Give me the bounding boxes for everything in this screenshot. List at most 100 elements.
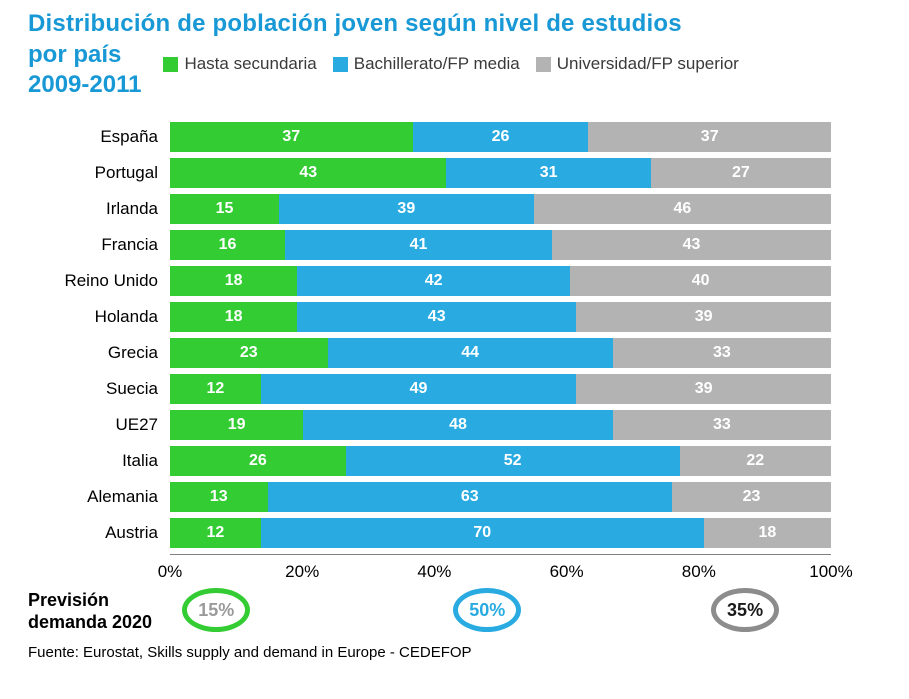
bar-segment-series1: 41	[285, 230, 552, 260]
bar-value-label: 31	[539, 164, 558, 181]
country-label: Holanda	[94, 307, 158, 326]
chart-row: Austria 12 70 18	[28, 518, 831, 548]
bar-segment-series1: 31	[446, 158, 651, 188]
bar-segment-series1: 70	[260, 518, 704, 548]
bar-segment-series0: 26	[170, 446, 346, 476]
country-label: España	[100, 127, 158, 146]
bar-segment-series0: 12	[170, 518, 261, 548]
bar-area: 12 49 39	[170, 374, 831, 404]
bar-area: 13 63 23	[170, 482, 831, 512]
x-axis-row: 0% 20% 40% 60% 80% 100%	[28, 554, 853, 584]
bar-value-label: 23	[239, 344, 258, 361]
bar-value-label: 26	[248, 452, 267, 469]
bar-segment-series1: 43	[297, 302, 577, 332]
bar-value-label: 49	[409, 380, 428, 397]
bar-segment-series2: 46	[533, 194, 831, 224]
country-label: Alemania	[87, 487, 158, 506]
x-tick-label: 60%	[549, 562, 584, 581]
forecast-circle-1: 50%	[453, 588, 522, 632]
chart-title: Distribución de población joven según ni…	[28, 10, 682, 37]
country-label: UE27	[115, 415, 158, 434]
legend-swatch-icon	[163, 56, 179, 72]
bar-segment-series0: 19	[170, 410, 304, 440]
bar-segment-series2: 39	[576, 302, 831, 332]
bar-value-label: 48	[449, 416, 467, 433]
bar-segment-series1: 42	[297, 266, 571, 296]
bar-area: 19 48 33	[170, 410, 832, 440]
bar-area: 18 42 40	[170, 266, 832, 296]
chart-row: Francia 16 41 43	[28, 230, 831, 260]
chart-row: UE27 19 48 33	[28, 410, 832, 440]
bar-value-label: 22	[746, 452, 765, 469]
country-label: Grecia	[107, 343, 158, 362]
bar-value-label: 18	[224, 308, 243, 325]
bar-segment-series0: 16	[170, 230, 286, 260]
bar-segment-series2: 39	[576, 374, 831, 404]
stacked-bar-chart: España 37 26 37 Portugal 43 31 27 Irlanda 15 39 46 F…	[28, 122, 832, 548]
bar-value-label: 44	[461, 344, 480, 361]
bar-value-label: 37	[282, 128, 301, 145]
country-label: Suecia	[106, 379, 158, 398]
bar-segment-series2: 40	[570, 266, 832, 296]
chart-row: Grecia 23 44 33	[28, 338, 831, 368]
bar-segment-series0: 43	[170, 158, 447, 188]
x-tick-label: 100%	[809, 562, 853, 581]
country-label: Francia	[101, 235, 158, 254]
bar-area: 26 52 22	[170, 446, 831, 476]
bar-value-label: 26	[491, 128, 510, 145]
bar-segment-series2: 33	[612, 410, 832, 440]
bar-segment-series0: 12	[170, 374, 261, 404]
forecast-row: Previsión demanda 2020 15% 50% 35%	[28, 586, 831, 636]
bar-area: 16 41 43	[170, 230, 831, 260]
chart-subtitle-block: por país 2009-2011	[28, 40, 141, 100]
forecast-circles: 15% 50% 35%	[170, 586, 831, 636]
bar-value-label: 15	[215, 200, 234, 217]
country-label: Austria	[105, 523, 158, 542]
bar-segment-series2: 43	[551, 230, 831, 260]
chart-row: Suecia 12 49 39	[28, 374, 831, 404]
chart-subtitle-row: por país 2009-2011 Hasta secundaria Bachi…	[28, 40, 889, 100]
country-label: Reino Unido	[64, 271, 158, 290]
chart-legend: Hasta secundaria Bachillerato/FP media Uni…	[163, 54, 739, 74]
forecast-circle-0: 15%	[182, 588, 251, 632]
legend-item-0: Hasta secundaria	[163, 54, 317, 74]
bar-value-label: 42	[424, 272, 443, 289]
chart-row: Portugal 43 31 27	[28, 158, 832, 188]
bar-value-label: 46	[673, 200, 692, 217]
legend-label: Hasta secundaria	[184, 54, 317, 73]
bar-segment-series1: 26	[412, 122, 589, 152]
bar-value-label: 43	[682, 236, 701, 253]
legend-item-1: Bachillerato/FP media	[332, 54, 520, 74]
chart-row: Holanda 18 43 39	[28, 302, 831, 332]
bar-value-label: 13	[209, 488, 228, 505]
bar-value-label: 19	[227, 416, 246, 433]
chart-row: Reino Unido 18 42 40	[28, 266, 832, 296]
x-tick-label: 20%	[285, 562, 320, 581]
bar-value-label: 37	[700, 128, 719, 145]
bar-segment-series2: 37	[588, 122, 831, 152]
bar-segment-series1: 39	[278, 194, 534, 224]
bar-value-label: 39	[694, 308, 713, 325]
bar-area: 43 31 27	[170, 158, 832, 188]
bar-value-label: 43	[299, 164, 318, 181]
bar-segment-series2: 33	[612, 338, 831, 368]
country-label: Portugal	[94, 163, 158, 182]
bar-segment-series1: 48	[303, 410, 613, 440]
x-tick-label: 80%	[681, 562, 716, 581]
bar-value-label: 52	[503, 452, 522, 469]
bar-segment-series0: 37	[170, 122, 413, 152]
forecast-circle-2: 35%	[711, 588, 780, 632]
bar-value-label: 43	[427, 308, 446, 325]
source-note: Fuente: Eurostat, Skills supply and dema…	[28, 644, 472, 661]
chart-row: España 37 26 37	[28, 122, 831, 152]
country-label: Irlanda	[106, 199, 158, 218]
x-axis: 0% 20% 40% 60% 80% 100%	[158, 554, 853, 584]
bar-area: 18 43 39	[170, 302, 831, 332]
bar-area: 12 70 18	[170, 518, 831, 548]
bar-value-label: 70	[473, 524, 492, 541]
bar-value-label: 33	[712, 344, 731, 361]
bar-segment-series2: 23	[672, 482, 831, 512]
bar-value-label: 27	[732, 164, 750, 181]
bar-value-label: 39	[397, 200, 416, 217]
